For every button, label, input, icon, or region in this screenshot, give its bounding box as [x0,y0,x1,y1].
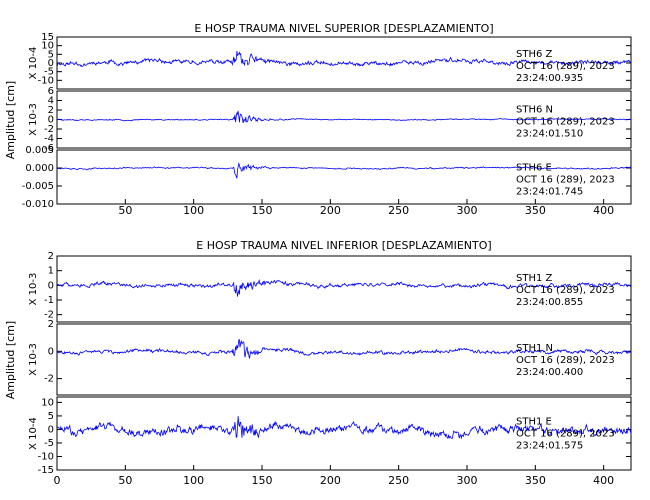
date-label: OCT 16 (289), 2023 [516,175,615,186]
y-tick-label: -0.010 [22,199,54,210]
scale-label: X 10-3 [28,103,39,136]
x-tick-label: 250 [388,204,409,217]
x-tick-label: 400 [593,204,614,217]
y-tick-label: -0.005 [22,181,54,192]
x-tick-label: 0 [54,474,61,487]
y-tick-label: 0 [48,424,54,435]
y-tick-label: -5 [44,67,54,78]
x-tick-label: 350 [525,204,546,217]
y-tick-label: -2 [44,374,54,385]
y-tick-label: -6 [44,143,54,154]
panel-frame [56,149,632,205]
y-tick-label: 15 [41,32,54,43]
y-tick-label: 0.005 [25,145,54,156]
x-tick-label: 100 [183,474,204,487]
station-label: STH6 E [516,163,552,174]
station-label: STH6 N [516,105,553,116]
y-tick-label: 5 [48,411,54,422]
station-label: STH6 Z [516,49,553,60]
y-tick-label: 10 [41,41,54,52]
x-tick-label: 400 [593,474,614,487]
y-tick-label: 10 [41,397,54,408]
y-tick-label: -10 [38,75,54,86]
x-tick-label: 350 [525,474,546,487]
time-label: 23:24:00.400 [516,367,583,378]
y-tick-label: 6 [48,86,54,97]
x-tick-label: 50 [118,474,132,487]
y-tick-label: -1 [44,295,54,306]
y-tick-label: 0 [48,115,54,126]
y-tick-label: 4 [48,96,54,107]
y-tick-label: 0 [48,280,54,291]
bottom-chart-title: E HOSP TRAUMA NIVEL INFERIOR [DESPLAZAMI… [196,239,491,252]
x-tick-label: 150 [252,204,273,217]
y-tick-label: -2 [44,124,54,135]
station-label: STH1 E [516,417,552,428]
y-tick-label: 2 [48,105,54,116]
scale-label: X 10-3 [28,343,39,376]
waveform-line [56,278,632,297]
y-tick-label: -4 [44,134,54,145]
x-tick-label: 250 [388,474,409,487]
date-label: OCT 16 (289), 2023 [516,117,615,128]
date-label: OCT 16 (289), 2023 [516,355,615,366]
scale-label: X 10-4 [28,417,39,450]
y-tick-label: 0.000 [25,163,54,174]
panel-frame [56,255,632,323]
y-tick-label: -5 [44,438,54,449]
y-tick-label: 0 [48,346,54,357]
x-tick-label: 300 [457,474,478,487]
x-tick-label: 150 [252,474,273,487]
station-label: STH1 N [516,343,553,354]
date-label: OCT 16 (289), 2023 [516,285,615,296]
x-tick-label: 200 [320,204,341,217]
top-chart-ylabel: Amplitud [cm] [4,81,17,159]
time-label: 23:24:01.575 [516,441,583,452]
y-tick-label: 2 [48,251,54,262]
bottom-chart-ylabel: Amplitud [cm] [4,321,17,399]
time-label: 23:24:00.855 [516,297,583,308]
time-label: 23:24:00.935 [516,73,583,84]
waveform-line [56,416,632,440]
date-label: OCT 16 (289), 2023 [516,429,615,440]
station-label: STH1 Z [516,273,553,284]
top-chart-title: E HOSP TRAUMA NIVEL SUPERIOR [DESPLAZAMI… [194,22,493,35]
x-tick-label: 100 [183,204,204,217]
waveform-line [56,162,632,179]
y-tick-label: 1 [48,266,54,277]
time-label: 23:24:01.510 [516,129,583,140]
x-tick-label: 200 [320,474,341,487]
waveform-line [56,339,632,360]
y-tick-label: -2 [44,310,54,321]
waveform-line [56,50,632,68]
x-tick-label: 50 [118,204,132,217]
date-label: OCT 16 (289), 2023 [516,61,615,72]
x-tick-label: 300 [457,204,478,217]
y-tick-label: -15 [38,465,54,476]
time-label: 23:24:01.745 [516,187,583,198]
y-tick-label: -10 [38,451,54,462]
scale-label: X 10-4 [28,47,39,80]
y-tick-label: 5 [48,49,54,60]
waveform-line [57,110,632,124]
y-tick-label: 2 [48,319,54,330]
y-tick-label: 0 [48,58,54,69]
scale-label: X 10-3 [28,273,39,306]
panel-frame [56,323,632,396]
